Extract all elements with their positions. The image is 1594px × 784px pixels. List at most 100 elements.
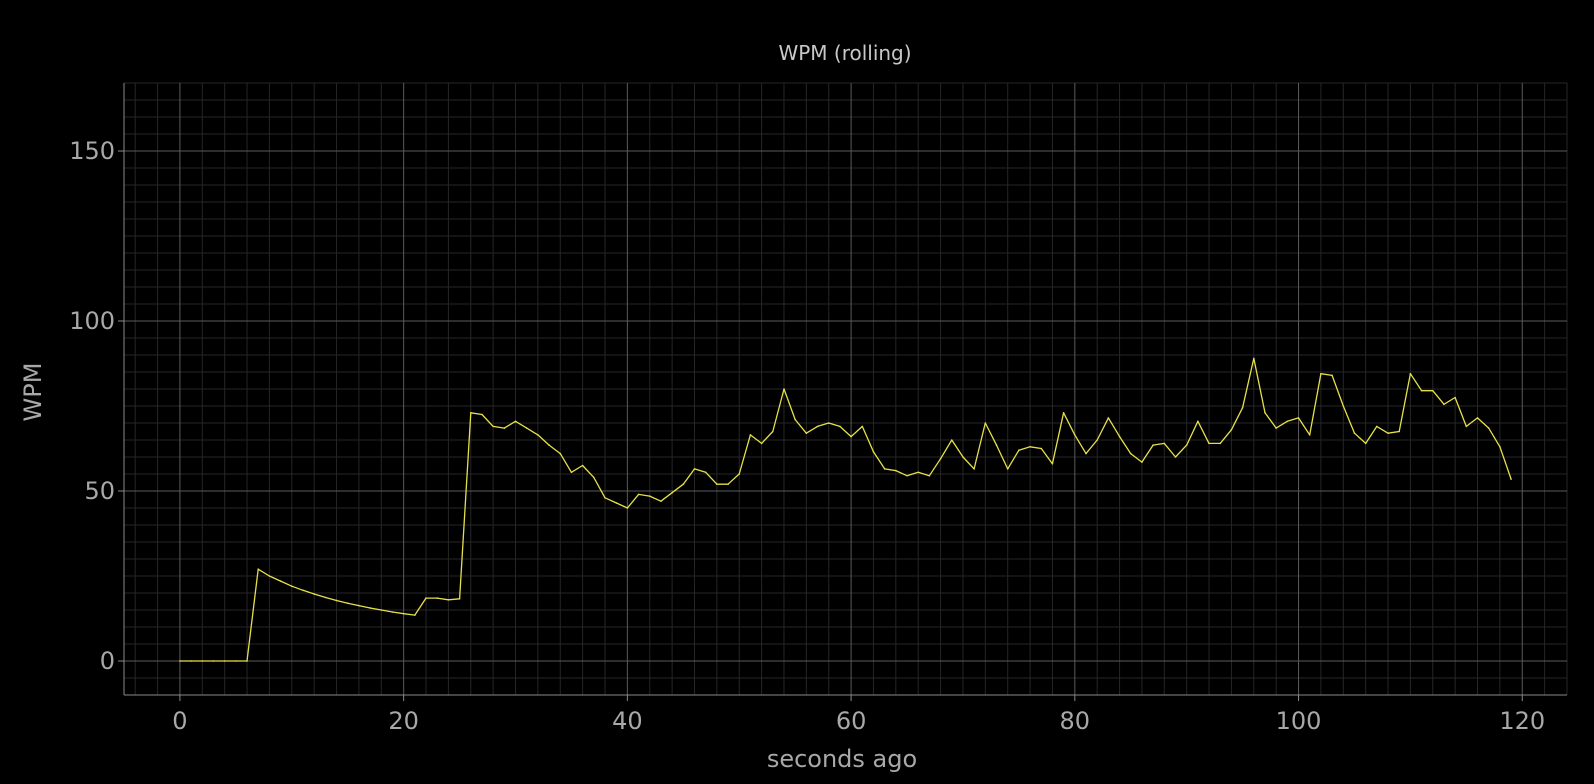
data-point [1308,434,1311,436]
data-point [928,474,931,477]
x-tick-label: 0 [172,707,187,735]
data-point [257,568,260,570]
data-point [1174,456,1177,458]
data-point [1409,372,1412,375]
data-point [615,502,617,504]
data-point [212,660,215,662]
data-point [1320,372,1322,375]
data-point [302,589,304,592]
data-point [503,427,506,429]
data-point [537,434,539,436]
data-point [246,660,248,662]
data-point [660,500,662,503]
data-point [179,660,181,662]
x-tick-label: 40 [612,707,643,735]
data-point [1074,434,1076,436]
data-point [861,425,864,428]
data-point [1297,417,1300,419]
data-point [436,597,439,599]
data-point [1018,449,1020,452]
axes [118,83,1567,701]
data-point [290,585,293,587]
data-point [1129,452,1132,455]
data-point [805,432,808,435]
data-point [704,471,707,474]
data-point [1141,461,1143,463]
data-point [1208,442,1210,445]
data-point [1040,447,1043,450]
data-point [738,473,741,475]
data-point [648,495,651,497]
data-point [402,612,405,615]
data-point [1163,442,1166,445]
data-point [973,468,975,470]
data-point [1398,430,1401,433]
data-point [1230,429,1233,431]
data-point [1353,432,1356,435]
data-point [559,452,562,455]
y-tick-label: 0 [100,647,115,675]
chart-title: WPM (rolling) [778,41,911,65]
data-point [1465,425,1468,428]
data-point [950,439,953,441]
data-point [1219,442,1222,445]
data-point [1431,389,1434,392]
x-tick-label: 80 [1060,707,1091,735]
data-point [279,580,282,582]
data-point [1152,444,1154,446]
data-point [1107,417,1110,419]
y-axis-label: WPM [19,363,47,422]
data-point [1387,432,1389,435]
data-point [716,483,718,486]
x-tick-labels: 0 20 40 60 80 100 120 [172,707,1545,735]
data-point [1364,442,1367,445]
data-point [626,507,629,509]
data-point [1420,389,1423,392]
data-point [469,412,472,414]
x-tick-label: 20 [388,707,419,735]
data-point [727,483,729,486]
data-point [883,468,886,470]
data-point [839,425,841,428]
x-tick-label: 60 [836,707,867,735]
data-point [1454,396,1456,399]
data-point [1029,446,1031,448]
data-point [346,602,349,604]
data-point [939,457,942,460]
y-tick-label: 50 [84,477,115,505]
data-point [1252,357,1255,360]
data-point [492,425,494,428]
data-point [358,604,360,607]
data-point [201,660,204,662]
data-point [548,444,550,446]
data-point [895,469,897,472]
data-point [1118,435,1121,438]
data-point [1197,420,1199,423]
data-point [481,413,483,416]
data-point [235,660,237,662]
data-point [693,468,696,470]
data-point [324,596,327,599]
data-point [1096,439,1098,441]
data-point [1051,463,1054,465]
x-tick-label: 120 [1499,707,1545,735]
data-point [995,444,998,446]
data-point [1476,417,1479,419]
y-tick-label: 100 [69,307,115,335]
data-point [682,483,685,486]
data-point [827,422,830,424]
data-point [1342,405,1345,407]
data-point [1443,403,1445,406]
data-point [1499,446,1501,448]
data-point [850,435,852,438]
data-point [223,660,226,662]
data-point [313,593,315,595]
data-point [1331,374,1333,377]
data-point [425,597,427,599]
data-point [872,451,875,453]
data-point [414,614,416,616]
data-point [581,464,584,467]
data-point [1241,406,1244,409]
data-point [984,422,987,424]
